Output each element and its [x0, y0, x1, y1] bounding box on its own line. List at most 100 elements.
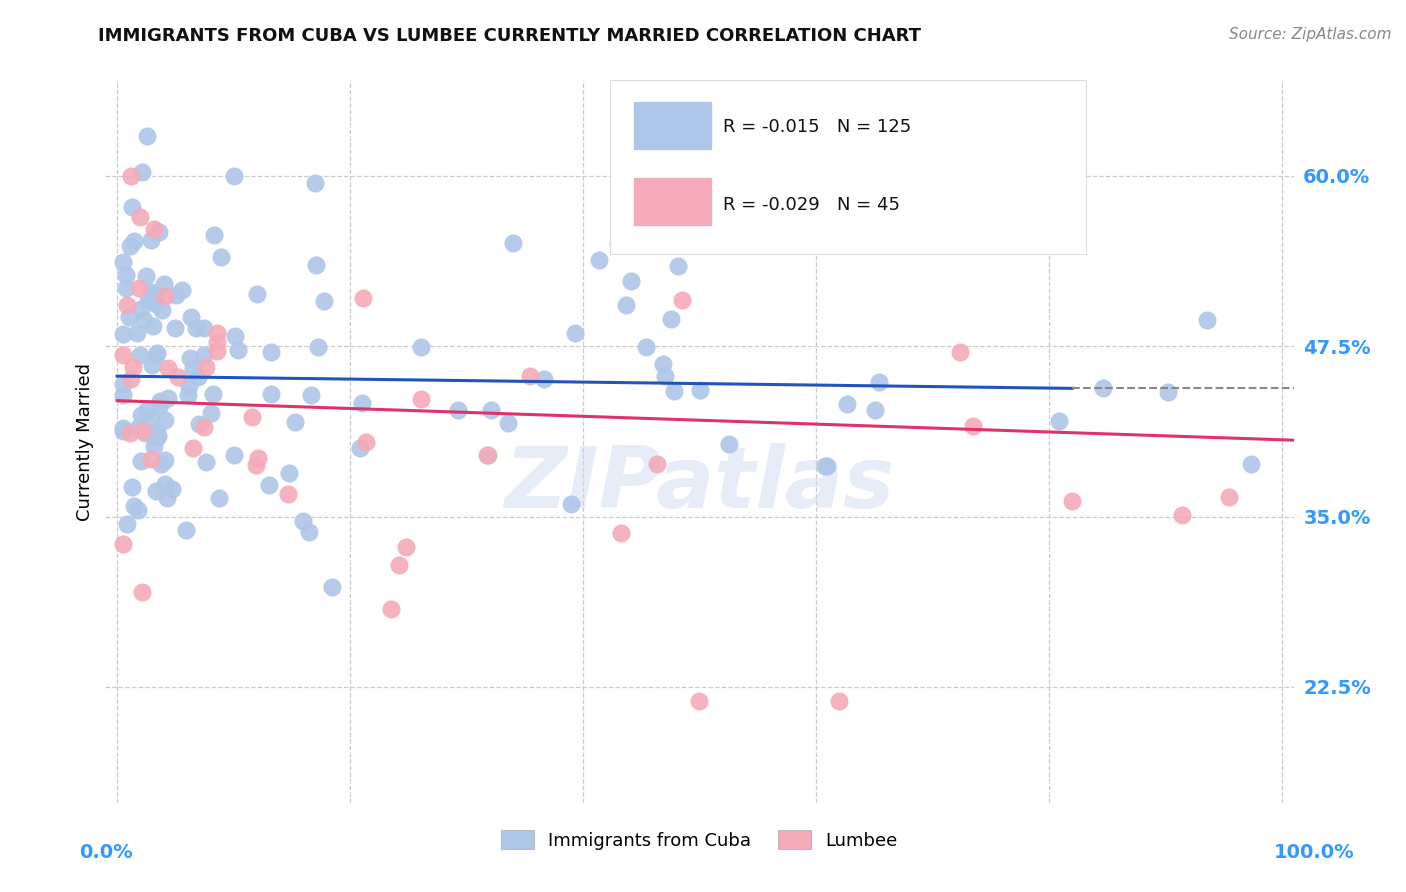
Point [277, 466, 299, 480]
Point [129, 348, 152, 362]
Point [689, 383, 711, 397]
Text: R = -0.015   N = 125: R = -0.015 N = 125 [723, 119, 911, 136]
Text: ZIPatlas: ZIPatlas [505, 443, 894, 526]
Point [115, 268, 138, 283]
Point [689, 693, 711, 707]
Point [153, 476, 176, 491]
Point [136, 129, 159, 144]
Point [122, 234, 145, 248]
Point [349, 441, 371, 455]
Point [132, 313, 155, 327]
Point [479, 403, 502, 417]
Point [153, 413, 176, 427]
Point [195, 455, 218, 469]
Point [380, 602, 402, 616]
Point [247, 451, 270, 466]
Point [718, 437, 741, 451]
Point [205, 335, 228, 350]
Point [814, 458, 837, 473]
Point [533, 372, 555, 386]
Point [395, 540, 418, 554]
Point [284, 416, 307, 430]
Point [307, 341, 329, 355]
Point [129, 453, 152, 467]
Point [183, 361, 205, 376]
Point [153, 277, 176, 291]
Point [246, 286, 269, 301]
Point [163, 321, 186, 335]
Point [222, 448, 245, 462]
Point [128, 419, 150, 434]
Point [115, 298, 138, 312]
Point [146, 429, 169, 443]
Point [193, 420, 215, 434]
Point [177, 388, 200, 402]
Point [659, 311, 682, 326]
Point [157, 391, 180, 405]
Point [148, 225, 170, 239]
Point [614, 298, 637, 312]
Point [200, 405, 222, 419]
Point [135, 268, 157, 283]
Point [115, 281, 138, 295]
Point [170, 283, 193, 297]
Point [150, 457, 173, 471]
Point [118, 239, 141, 253]
Point [477, 448, 499, 462]
Point [156, 491, 179, 505]
Point [193, 321, 215, 335]
Point [447, 402, 470, 417]
FancyBboxPatch shape [634, 178, 711, 225]
Point [141, 411, 163, 425]
Point [177, 379, 200, 393]
Point [111, 424, 134, 438]
Point [205, 326, 228, 340]
Point [111, 388, 134, 402]
Point [150, 302, 173, 317]
Point [135, 403, 157, 417]
Point [132, 424, 155, 438]
Point [205, 343, 228, 358]
Point [145, 484, 167, 499]
Point [863, 403, 886, 417]
Point [828, 693, 851, 707]
Point [636, 340, 658, 354]
Point [502, 235, 524, 250]
Point [1240, 458, 1263, 472]
Point [120, 372, 142, 386]
Point [1195, 313, 1218, 327]
Point [1047, 414, 1070, 428]
Text: 100.0%: 100.0% [1274, 843, 1355, 862]
Point [195, 359, 218, 374]
Point [153, 452, 176, 467]
Point [496, 416, 519, 430]
Point [142, 318, 165, 333]
Point [299, 387, 322, 401]
Point [564, 326, 586, 340]
Point [354, 435, 377, 450]
Point [153, 289, 176, 303]
Point [141, 285, 163, 300]
Point [620, 274, 643, 288]
Point [298, 524, 321, 539]
Point [129, 409, 152, 423]
Point [305, 258, 328, 272]
Point [588, 252, 610, 267]
Point [121, 480, 143, 494]
Point [1218, 490, 1240, 504]
Point [141, 358, 163, 372]
Point [149, 394, 172, 409]
Point [671, 293, 693, 308]
Text: R = -0.029   N = 45: R = -0.029 N = 45 [723, 196, 900, 214]
Point [146, 424, 169, 438]
Point [136, 293, 159, 307]
Point [131, 164, 153, 178]
Point [193, 347, 215, 361]
Point [1171, 508, 1194, 523]
Point [111, 326, 134, 341]
Point [127, 503, 149, 517]
Point [186, 320, 208, 334]
Point [835, 396, 858, 410]
Legend: Immigrants from Cuba, Lumbee: Immigrants from Cuba, Lumbee [492, 822, 907, 859]
Point [610, 525, 633, 540]
